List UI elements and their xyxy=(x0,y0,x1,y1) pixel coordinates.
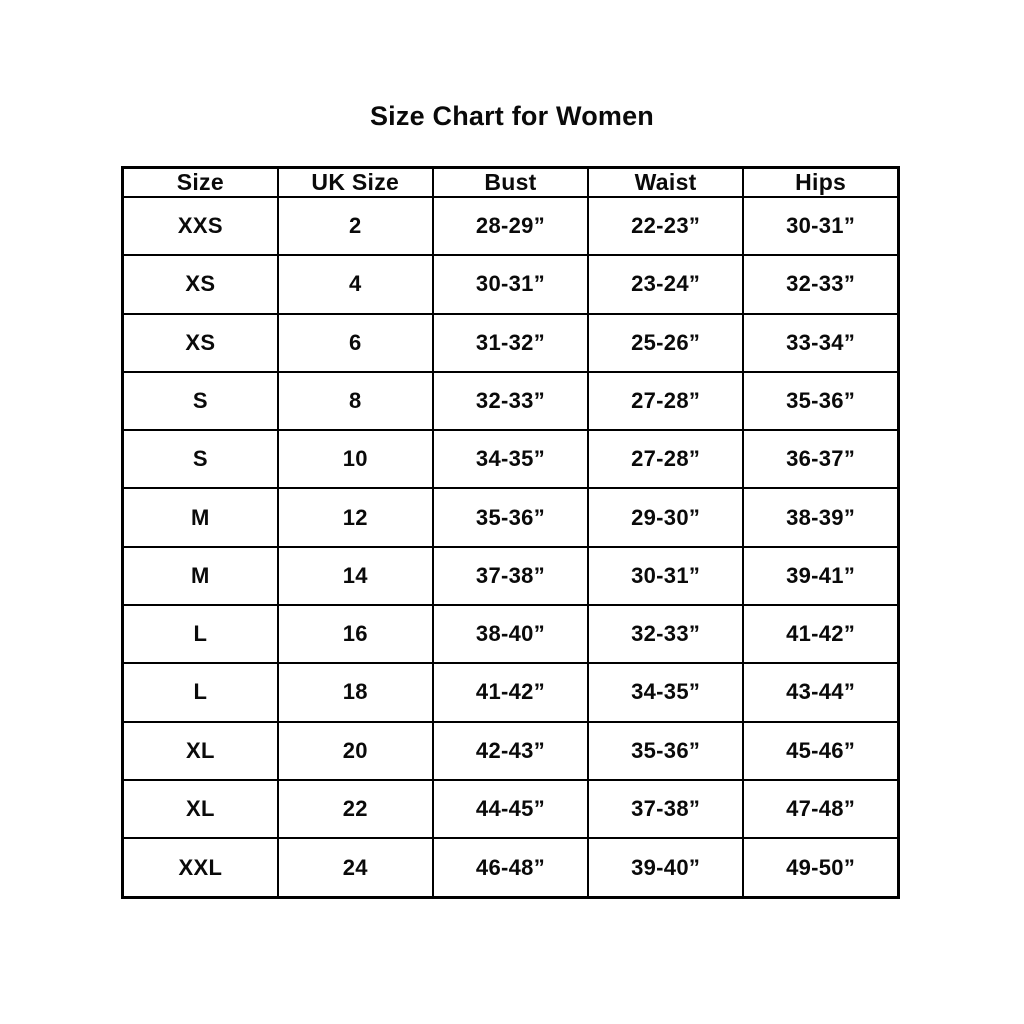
table-cell: XS xyxy=(121,312,279,373)
table-row: S 8 32-33” 27-28” 35-36” xyxy=(121,370,900,432)
table-cell: 30-31” xyxy=(431,254,590,315)
table-cell: M xyxy=(121,545,279,606)
table-cell: XXL xyxy=(121,837,279,899)
table-row: XL 20 42-43” 35-36” 45-46” xyxy=(121,720,900,781)
table-cell: 41-42” xyxy=(431,662,590,723)
table-cell: 27-28” xyxy=(587,429,745,490)
table-cell: 41-42” xyxy=(742,603,900,665)
table-cell: 37-38” xyxy=(587,778,745,840)
table-cell: XL xyxy=(121,720,279,781)
column-header-uk-size: UK Size xyxy=(276,166,434,198)
table-cell: 18 xyxy=(276,662,434,723)
table-cell: 38-39” xyxy=(742,487,900,548)
table-cell: S xyxy=(121,429,279,490)
table-cell: 39-41” xyxy=(742,545,900,606)
table-row: XL 22 44-45” 37-38” 47-48” xyxy=(121,778,900,840)
column-header-waist: Waist xyxy=(587,166,745,198)
table-cell: 38-40” xyxy=(431,603,590,665)
table-cell: 36-37” xyxy=(742,429,900,490)
table-header: Size UK Size Bust Waist Hips xyxy=(121,166,900,198)
table-cell: 33-34” xyxy=(742,312,900,373)
table-row: L 16 38-40” 32-33” 41-42” xyxy=(121,603,900,665)
table-cell: 45-46” xyxy=(742,720,900,781)
table-cell: 32-33” xyxy=(431,370,590,432)
table-cell: 27-28” xyxy=(587,370,745,432)
table-cell: XS xyxy=(121,254,279,315)
table-row: M 12 35-36” 29-30” 38-39” xyxy=(121,487,900,548)
table-cell: 31-32” xyxy=(431,312,590,373)
table-row: M 14 37-38” 30-31” 39-41” xyxy=(121,545,900,606)
column-header-hips: Hips xyxy=(742,166,900,198)
table-cell: 46-48” xyxy=(431,837,590,899)
table-cell: 22-23” xyxy=(587,195,745,257)
table-cell: 30-31” xyxy=(587,545,745,606)
table-cell: 32-33” xyxy=(587,603,745,665)
table-cell: 24 xyxy=(276,837,434,899)
table-body: XXS 2 28-29” 22-23” 30-31” XS 4 30-31” 23-24” 32-… xyxy=(121,195,900,899)
table-cell: 30-31” xyxy=(742,195,900,257)
table-cell: 35-36” xyxy=(431,487,590,548)
table-cell: 42-43” xyxy=(431,720,590,781)
table-cell: 14 xyxy=(276,545,434,606)
table-row: XS 4 30-31” 23-24” 32-33” xyxy=(121,254,900,315)
table-cell: 47-48” xyxy=(742,778,900,840)
table-cell: 16 xyxy=(276,603,434,665)
table-cell: 23-24” xyxy=(587,254,745,315)
table-cell: 4 xyxy=(276,254,434,315)
column-header-bust: Bust xyxy=(431,166,590,198)
header-row: Size UK Size Bust Waist Hips xyxy=(121,166,900,198)
table-cell: L xyxy=(121,662,279,723)
table-cell: 20 xyxy=(276,720,434,781)
table-cell: L xyxy=(121,603,279,665)
table-cell: 10 xyxy=(276,429,434,490)
table-cell: 22 xyxy=(276,778,434,840)
table-cell: 35-36” xyxy=(742,370,900,432)
column-header-size: Size xyxy=(121,166,279,198)
table-row: XS 6 31-32” 25-26” 33-34” xyxy=(121,312,900,373)
table-cell: 28-29” xyxy=(431,195,590,257)
table-row: S 10 34-35” 27-28” 36-37” xyxy=(121,429,900,490)
table-cell: 12 xyxy=(276,487,434,548)
table-cell: 39-40” xyxy=(587,837,745,899)
table-cell: 29-30” xyxy=(587,487,745,548)
table-row: XXL 24 46-48” 39-40” 49-50” xyxy=(121,837,900,899)
table-cell: 37-38” xyxy=(431,545,590,606)
table-cell: XXS xyxy=(121,195,279,257)
table-cell: 44-45” xyxy=(431,778,590,840)
table-cell: XL xyxy=(121,778,279,840)
table-cell: 25-26” xyxy=(587,312,745,373)
table-cell: 35-36” xyxy=(587,720,745,781)
table-row: L 18 41-42” 34-35” 43-44” xyxy=(121,662,900,723)
table-cell: 49-50” xyxy=(742,837,900,899)
table-cell: 6 xyxy=(276,312,434,373)
table-cell: 34-35” xyxy=(587,662,745,723)
table-cell: 2 xyxy=(276,195,434,257)
table-row: XXS 2 28-29” 22-23” 30-31” xyxy=(121,195,900,257)
page-title: Size Chart for Women xyxy=(369,101,655,131)
size-chart-table: Size UK Size Bust Waist Hips XXS 2 28-29” 2… xyxy=(121,166,900,899)
table-cell: M xyxy=(121,487,279,548)
table-cell: 34-35” xyxy=(431,429,590,490)
table-cell: 8 xyxy=(276,370,434,432)
table-cell: 32-33” xyxy=(742,254,900,315)
table-cell: 43-44” xyxy=(742,662,900,723)
table-cell: S xyxy=(121,370,279,432)
